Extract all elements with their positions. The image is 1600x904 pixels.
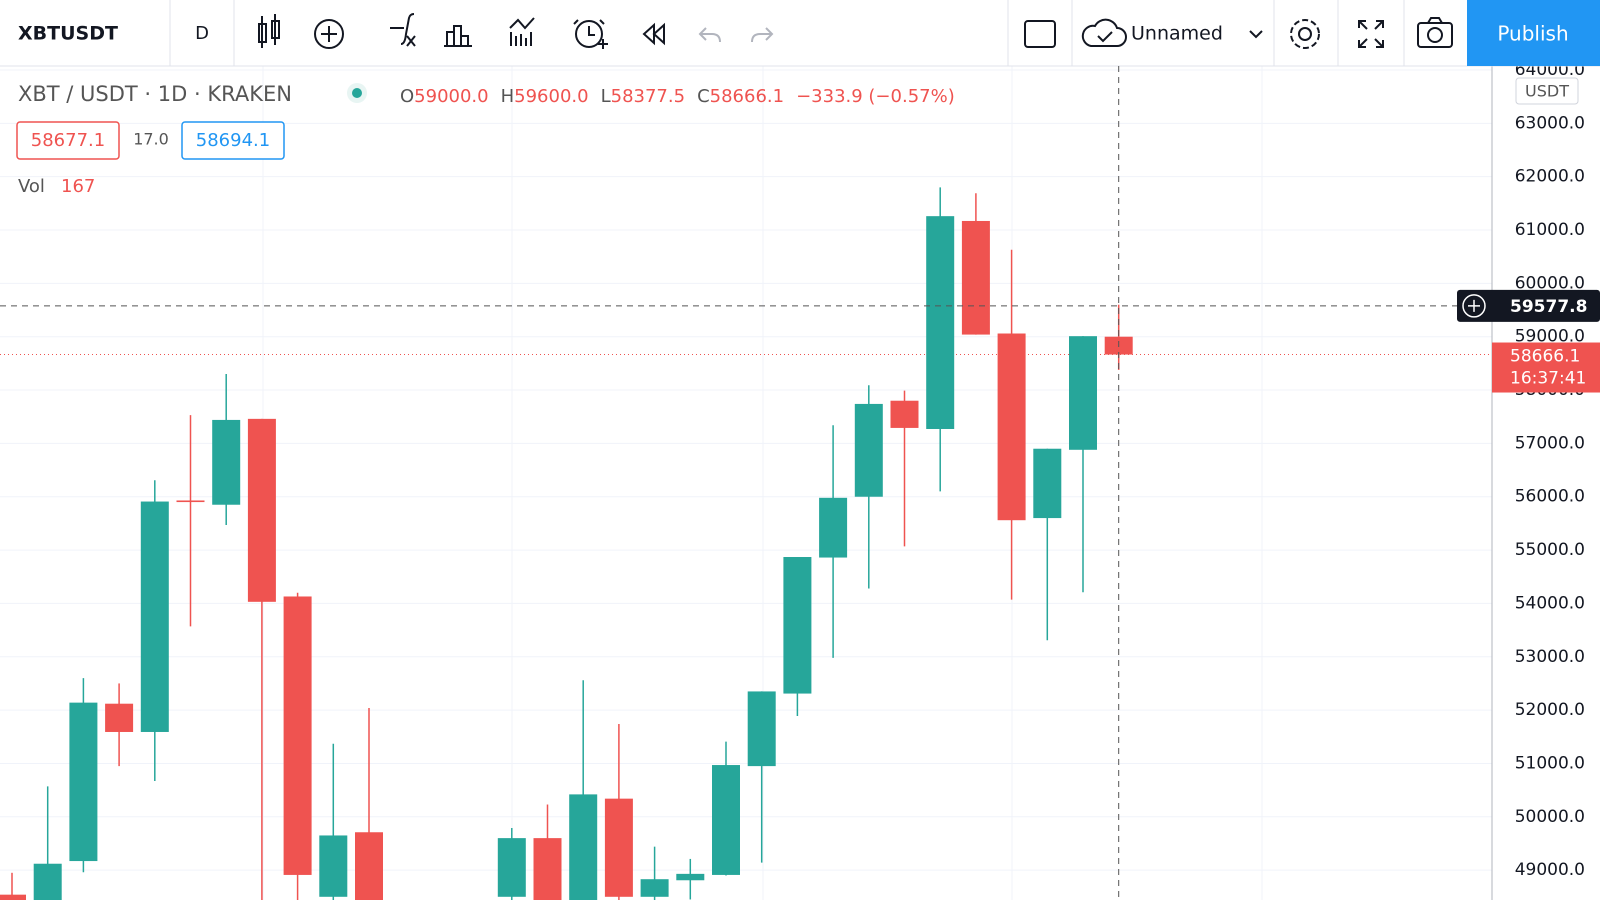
ohlc-value: 59600.0 (514, 86, 588, 107)
undo-button[interactable] (698, 27, 721, 43)
last-price: 58666.1 (1510, 347, 1580, 367)
ohlc-value: 58377.5 (611, 86, 685, 107)
layout-button[interactable] (1024, 20, 1056, 48)
ohlc-legend: O 59000.0 H 59600.0 L 58377.5 C 58666.1 −333.9 (… (400, 86, 955, 107)
y-tick-label: 55000.0 (1515, 540, 1585, 560)
ohlc-key: L (601, 86, 611, 107)
currency: USDT (1525, 82, 1569, 101)
candle-body (355, 832, 383, 900)
volume-label: Vol (18, 176, 45, 197)
candle-body (819, 497, 848, 558)
candle-body (890, 400, 919, 428)
countdown: 16:37:41 (1510, 369, 1586, 389)
publish-label[interactable]: Publish (1497, 22, 1568, 46)
y-tick-label: 51000.0 (1515, 753, 1585, 773)
candle-body (961, 220, 990, 335)
y-tick-label: 56000.0 (1515, 487, 1585, 507)
interval[interactable]: D (195, 23, 209, 44)
y-tick-label: 62000.0 (1515, 167, 1585, 187)
candle-body (176, 500, 205, 503)
alert-add-button[interactable] (573, 19, 608, 49)
icons (258, 0, 1453, 66)
y-tick-label: 52000.0 (1515, 700, 1585, 720)
indicators-button[interactable] (390, 13, 416, 47)
toolbar: XBTUSDT D Unnamed Publi (0, 0, 1600, 67)
ohlc-value: 58666.1 (710, 86, 784, 107)
add-button[interactable] (1462, 294, 1486, 318)
ohlc-value: 59000.0 (414, 86, 488, 107)
cloud-icon (1081, 18, 1127, 47)
candle-body (1033, 448, 1062, 519)
candles (0, 187, 1133, 900)
compare-button[interactable] (314, 19, 344, 49)
buy-box[interactable] (181, 121, 285, 160)
candle-body (854, 403, 883, 497)
toolbar-bg (0, 0, 1600, 66)
sell-box[interactable] (16, 121, 120, 160)
candle-body (640, 879, 669, 897)
settings-button[interactable] (1290, 19, 1320, 49)
layout-name[interactable]: Unnamed (1131, 23, 1223, 45)
candle-body (497, 838, 526, 897)
y-tick-label: 60000.0 (1515, 273, 1585, 293)
candle-body (997, 333, 1026, 521)
candle-body (676, 873, 705, 881)
spread: 17.0 (133, 130, 169, 149)
bid-price[interactable]: 58677.1 (31, 130, 105, 151)
snapshot-button[interactable] (1417, 17, 1453, 48)
last-price-tag (1492, 342, 1600, 393)
candle-body (533, 838, 562, 900)
chart-type-button[interactable] (258, 14, 280, 48)
ohlc-change: −333.9 (−0.57%) (796, 86, 955, 107)
redo-button[interactable] (751, 27, 774, 43)
y-tick-label: 53000.0 (1515, 647, 1585, 667)
ask-price[interactable]: 58694.1 (196, 130, 270, 151)
y-tick-label: 54000.0 (1515, 593, 1585, 613)
candle-body (105, 703, 134, 732)
candle-body (569, 794, 598, 900)
crosshair-tag (1457, 289, 1600, 322)
candle-body (33, 863, 62, 900)
y-tick-label: 57000.0 (1515, 433, 1585, 453)
publish-button[interactable] (1467, 0, 1600, 66)
candle-body (926, 216, 955, 429)
y-tick-label: 49000.0 (1515, 860, 1585, 880)
candle-body (212, 419, 241, 505)
candle-body (747, 691, 776, 767)
templates-button[interactable] (444, 25, 472, 47)
price-axis: 49000.0 50000.0 51000.0 52000.0 53000.0 54000… (1491, 60, 1600, 900)
y-tick-label: 63000.0 (1515, 113, 1585, 133)
replay-button[interactable] (642, 22, 665, 46)
symbol[interactable]: XBTUSDT (18, 23, 118, 45)
volume-value: 167 (61, 176, 95, 197)
candle-body (783, 557, 812, 694)
candle-body (712, 765, 740, 875)
ohlc-key: O (400, 86, 414, 107)
candle-body (319, 835, 348, 897)
crosshair-price: 59577.8 (1510, 297, 1587, 317)
candle-body (247, 418, 276, 602)
legend: XBT / USDT · 1D · KRAKEN O 59000.0 H 59600.… (16, 82, 955, 197)
candle-body (140, 501, 169, 732)
symbol-title: XBT / USDT · 1D · KRAKEN (18, 82, 292, 106)
alert-button[interactable] (509, 17, 535, 46)
axis-bg (1492, 66, 1600, 900)
y-tick-label: 61000.0 (1515, 220, 1585, 240)
y-tick-label: 50000.0 (1515, 807, 1585, 827)
candle-body (604, 798, 633, 897)
ohlc-key: C (697, 86, 710, 107)
candle-body (283, 596, 312, 875)
candle-body (1069, 336, 1097, 450)
currency-box (1515, 77, 1579, 105)
candle-body (0, 894, 26, 900)
candle-body (69, 702, 98, 862)
market-status (352, 88, 362, 98)
add-icon (1468, 299, 1480, 312)
ohlc-key: H (501, 86, 515, 107)
y-tick-label: 59000.0 (1515, 327, 1585, 347)
dropdown[interactable] (1249, 30, 1263, 39)
fullscreen-button[interactable] (1358, 20, 1384, 48)
